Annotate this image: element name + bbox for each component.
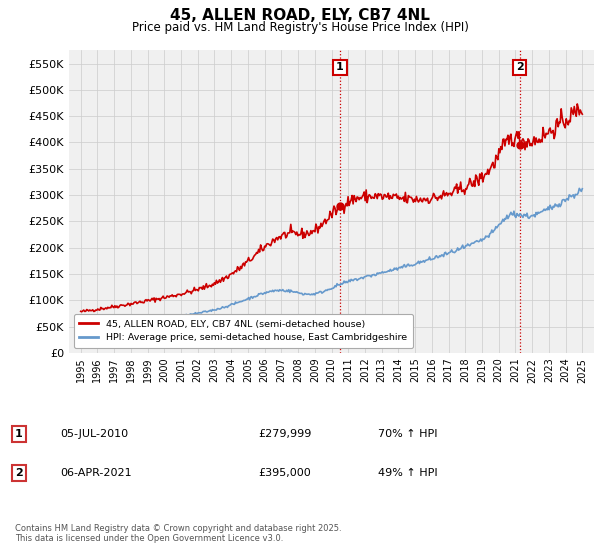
Text: £395,000: £395,000 bbox=[258, 468, 311, 478]
Text: 1: 1 bbox=[336, 63, 344, 72]
Text: £279,999: £279,999 bbox=[258, 429, 311, 439]
Text: Contains HM Land Registry data © Crown copyright and database right 2025.
This d: Contains HM Land Registry data © Crown c… bbox=[15, 524, 341, 543]
Text: 49% ↑ HPI: 49% ↑ HPI bbox=[378, 468, 437, 478]
Text: 70% ↑ HPI: 70% ↑ HPI bbox=[378, 429, 437, 439]
Legend: 45, ALLEN ROAD, ELY, CB7 4NL (semi-detached house), HPI: Average price, semi-det: 45, ALLEN ROAD, ELY, CB7 4NL (semi-detac… bbox=[74, 314, 413, 348]
Text: 45, ALLEN ROAD, ELY, CB7 4NL: 45, ALLEN ROAD, ELY, CB7 4NL bbox=[170, 8, 430, 24]
Text: 2: 2 bbox=[15, 468, 23, 478]
Text: 06-APR-2021: 06-APR-2021 bbox=[60, 468, 131, 478]
Text: 2: 2 bbox=[516, 63, 523, 72]
Text: 05-JUL-2010: 05-JUL-2010 bbox=[60, 429, 128, 439]
Text: 1: 1 bbox=[15, 429, 23, 439]
Text: Price paid vs. HM Land Registry's House Price Index (HPI): Price paid vs. HM Land Registry's House … bbox=[131, 21, 469, 34]
